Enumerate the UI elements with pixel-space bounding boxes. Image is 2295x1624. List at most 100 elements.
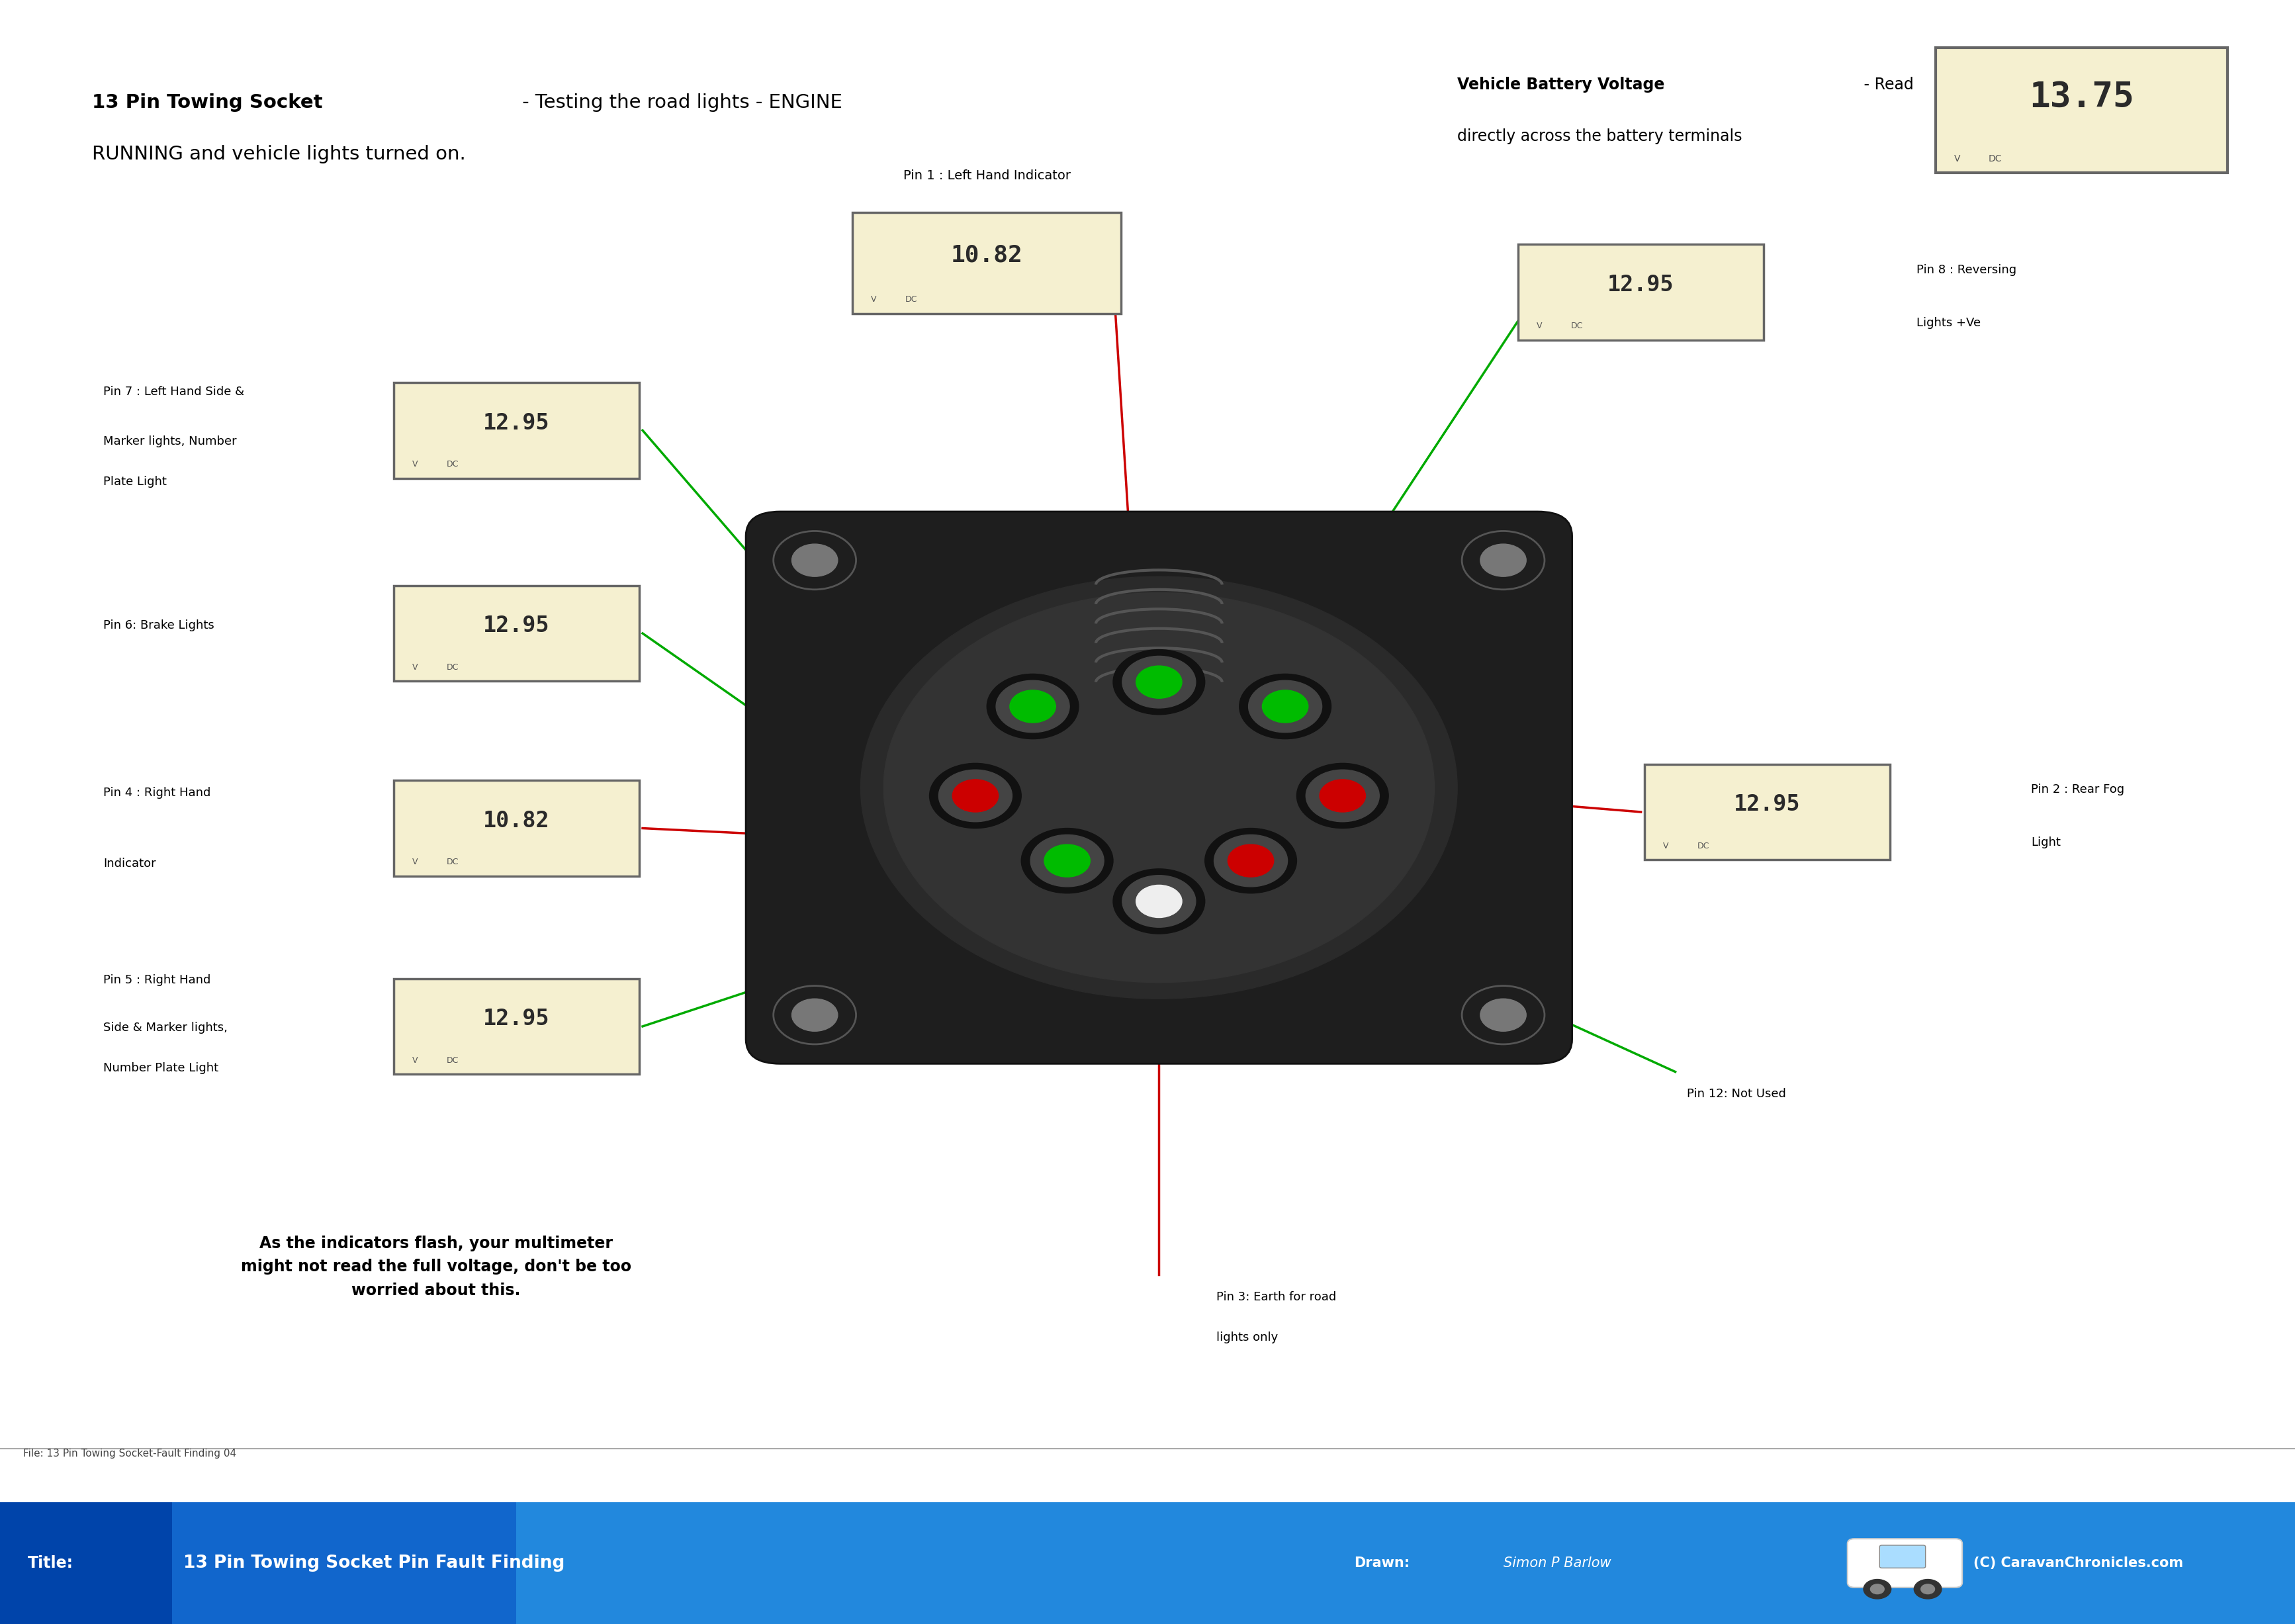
Text: V: V	[1535, 322, 1542, 331]
Text: V: V	[413, 663, 418, 672]
Circle shape	[1462, 531, 1545, 590]
Text: Drawn:: Drawn:	[1354, 1556, 1409, 1570]
Circle shape	[1262, 690, 1308, 723]
Text: 12.95: 12.95	[482, 1009, 551, 1030]
Circle shape	[1480, 544, 1526, 577]
Circle shape	[1010, 690, 1056, 723]
Circle shape	[1030, 835, 1104, 887]
Circle shape	[1921, 1585, 1935, 1595]
Text: DC: DC	[445, 460, 459, 469]
FancyBboxPatch shape	[1880, 1546, 1926, 1569]
FancyBboxPatch shape	[395, 586, 638, 682]
Circle shape	[1462, 986, 1545, 1044]
FancyBboxPatch shape	[395, 781, 638, 877]
FancyBboxPatch shape	[1643, 765, 1889, 861]
Circle shape	[1297, 763, 1388, 828]
Text: (C) CaravanChronicles.com: (C) CaravanChronicles.com	[1974, 1556, 2183, 1570]
Text: Number Plate Light: Number Plate Light	[103, 1062, 218, 1073]
Circle shape	[1248, 680, 1322, 732]
Text: Pin 2 : Rear Fog: Pin 2 : Rear Fog	[2031, 784, 2125, 796]
FancyBboxPatch shape	[0, 1502, 2295, 1624]
Circle shape	[939, 770, 1012, 822]
FancyBboxPatch shape	[1517, 244, 1763, 341]
Text: V: V	[1955, 154, 1960, 164]
Text: - Read: - Read	[1859, 76, 1914, 93]
Circle shape	[1214, 835, 1287, 887]
Text: 10.82: 10.82	[950, 244, 1024, 266]
FancyBboxPatch shape	[0, 1502, 172, 1624]
Circle shape	[1113, 650, 1205, 715]
Text: directly across the battery terminals: directly across the battery terminals	[1457, 128, 1742, 145]
Text: Pin 8 : Reversing: Pin 8 : Reversing	[1916, 265, 2017, 276]
Circle shape	[792, 544, 838, 577]
Circle shape	[1122, 656, 1196, 708]
Circle shape	[1870, 1585, 1884, 1595]
Circle shape	[773, 986, 856, 1044]
Circle shape	[792, 999, 838, 1031]
Circle shape	[996, 680, 1069, 732]
Circle shape	[1914, 1579, 1942, 1598]
FancyBboxPatch shape	[395, 978, 638, 1075]
Text: Pin 4 : Right Hand: Pin 4 : Right Hand	[103, 788, 211, 799]
Circle shape	[1122, 875, 1196, 927]
Text: Plate Light: Plate Light	[103, 476, 168, 487]
Text: Marker lights, Number: Marker lights, Number	[103, 435, 236, 447]
Text: Pin 3: Earth for road: Pin 3: Earth for road	[1216, 1291, 1336, 1302]
Text: V: V	[1662, 841, 1668, 851]
Circle shape	[1864, 1579, 1891, 1598]
Text: - Testing the road lights - ENGINE: - Testing the road lights - ENGINE	[516, 93, 842, 112]
Text: 12.95: 12.95	[482, 615, 551, 637]
Text: 13 Pin Towing Socket: 13 Pin Towing Socket	[92, 93, 321, 112]
Circle shape	[861, 577, 1457, 999]
Text: Indicator: Indicator	[103, 857, 156, 869]
Text: 12.95: 12.95	[1606, 274, 1675, 296]
Circle shape	[1228, 844, 1274, 877]
Text: V: V	[413, 857, 418, 867]
Text: Pin 12: Not Used: Pin 12: Not Used	[1687, 1088, 1786, 1099]
Text: Light: Light	[2031, 836, 2061, 848]
FancyBboxPatch shape	[1847, 1540, 1962, 1588]
Text: DC: DC	[1987, 154, 2001, 164]
Text: Title:: Title:	[28, 1556, 73, 1570]
Text: Pin 6: Brake Lights: Pin 6: Brake Lights	[103, 619, 213, 632]
Text: DC: DC	[445, 857, 459, 867]
Text: 12.95: 12.95	[482, 412, 551, 434]
FancyBboxPatch shape	[1935, 49, 2226, 172]
Circle shape	[773, 531, 856, 590]
FancyBboxPatch shape	[172, 1502, 516, 1624]
Text: Pin 5 : Right Hand: Pin 5 : Right Hand	[103, 974, 211, 986]
Circle shape	[987, 674, 1079, 739]
Text: lights only: lights only	[1216, 1332, 1278, 1343]
Text: Simon P Barlow: Simon P Barlow	[1503, 1556, 1611, 1570]
Circle shape	[1306, 770, 1379, 822]
Text: DC: DC	[904, 296, 918, 304]
Circle shape	[952, 780, 998, 812]
Text: 13 Pin Towing Socket Pin Fault Finding: 13 Pin Towing Socket Pin Fault Finding	[184, 1554, 565, 1572]
Text: As the indicators flash, your multimeter
might not read the full voltage, don't : As the indicators flash, your multimeter…	[241, 1236, 631, 1298]
Circle shape	[1239, 674, 1331, 739]
Text: 12.95: 12.95	[1733, 794, 1802, 815]
Text: V: V	[870, 296, 877, 304]
Circle shape	[1320, 780, 1366, 812]
Text: Lights +Ve: Lights +Ve	[1916, 317, 1981, 328]
Text: Pin 7 : Left Hand Side &: Pin 7 : Left Hand Side &	[103, 387, 243, 398]
Text: 13.75: 13.75	[2029, 80, 2134, 115]
Circle shape	[1480, 999, 1526, 1031]
Circle shape	[1113, 869, 1205, 934]
Circle shape	[1205, 828, 1297, 893]
Text: DC: DC	[445, 1056, 459, 1065]
Text: File: 13 Pin Towing Socket-Fault Finding 04: File: 13 Pin Towing Socket-Fault Finding…	[23, 1449, 236, 1458]
Circle shape	[1136, 666, 1182, 698]
FancyBboxPatch shape	[395, 383, 638, 477]
Circle shape	[929, 763, 1021, 828]
Circle shape	[1136, 885, 1182, 918]
Text: V: V	[413, 460, 418, 469]
FancyBboxPatch shape	[746, 512, 1572, 1064]
Text: V: V	[413, 1056, 418, 1065]
Text: DC: DC	[445, 663, 459, 672]
Circle shape	[1044, 844, 1090, 877]
Circle shape	[1021, 828, 1113, 893]
Text: Side & Marker lights,: Side & Marker lights,	[103, 1021, 227, 1033]
Text: RUNNING and vehicle lights turned on.: RUNNING and vehicle lights turned on.	[92, 145, 466, 164]
FancyBboxPatch shape	[851, 213, 1120, 313]
